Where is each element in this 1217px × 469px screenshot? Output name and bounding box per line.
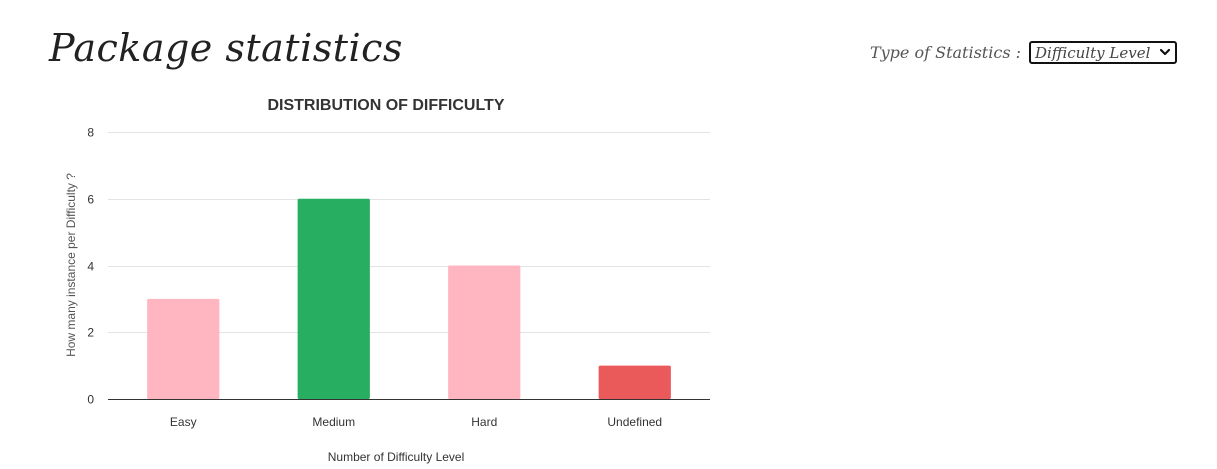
chart-bars	[147, 198, 671, 399]
y-axis-ticks: 0 2 4 6 8	[87, 126, 94, 407]
x-axis-ticks: Easy Medium Hard Undefined	[170, 415, 662, 429]
chevron-down-icon	[1159, 48, 1171, 56]
y-tick-label-4: 4	[87, 260, 94, 274]
x-tick-label-easy: Easy	[170, 415, 197, 429]
y-axis-label: How many instance per Difficulty ?	[64, 173, 78, 357]
bar-medium	[297, 198, 370, 399]
y-tick-label-0: 0	[87, 393, 94, 407]
x-axis-label: Number of Difficulty Level	[328, 450, 465, 464]
statistics-type-label: Type of Statistics :	[869, 43, 1021, 62]
statistics-type-select[interactable]: Difficulty Level	[1029, 41, 1177, 64]
chart-title: DISTRIBUTION OF DIFFICULTY	[267, 97, 504, 114]
bar-easy	[147, 298, 220, 399]
bar-hard	[448, 265, 521, 399]
y-tick-label-6: 6	[87, 193, 94, 207]
x-tick-label-hard: Hard	[471, 415, 497, 429]
statistics-type-selected-value: Difficulty Level	[1035, 43, 1151, 62]
x-tick-label-medium: Medium	[312, 415, 355, 429]
y-tick-label-2: 2	[87, 326, 94, 340]
y-tick-label-8: 8	[87, 126, 94, 140]
page-title: Package statistics	[49, 26, 403, 70]
x-tick-label-undefined: Undefined	[607, 415, 662, 429]
statistics-type-control: Type of Statistics : Difficulty Level	[870, 41, 1177, 64]
chart-gridlines	[108, 132, 710, 333]
bar-undefined	[598, 365, 671, 399]
